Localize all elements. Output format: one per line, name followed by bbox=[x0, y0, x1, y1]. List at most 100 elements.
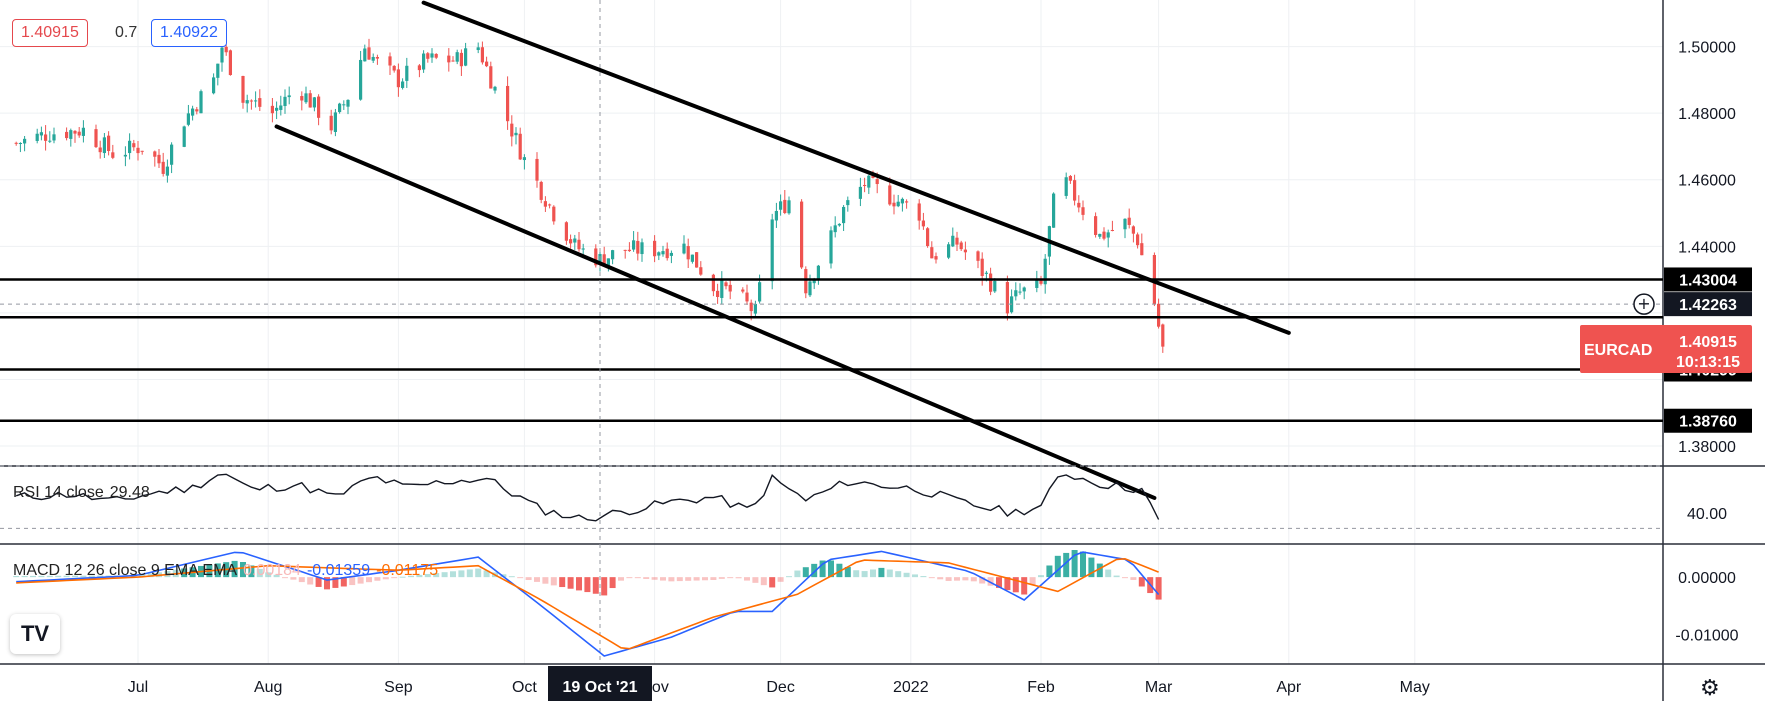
candle bbox=[1161, 324, 1165, 347]
tradingview-logo[interactable]: TV bbox=[10, 614, 60, 654]
sell-price-button[interactable]: 1.40915 bbox=[12, 19, 88, 47]
add-alert-icon bbox=[1633, 293, 1655, 315]
candle bbox=[170, 144, 174, 165]
macd-histogram-bar bbox=[651, 577, 658, 580]
candle bbox=[451, 60, 455, 62]
candle bbox=[77, 131, 81, 136]
macd-histogram-bar bbox=[38, 575, 45, 578]
macd-histogram-bar bbox=[836, 563, 843, 578]
time-tick-label: Aug bbox=[254, 679, 282, 696]
macd-histogram-bar bbox=[903, 572, 910, 578]
macd-histogram-bar bbox=[626, 577, 633, 579]
time-tick-label: Jul bbox=[128, 679, 148, 696]
macd-histogram-bar bbox=[508, 576, 515, 578]
candle bbox=[951, 235, 955, 247]
candle bbox=[1052, 193, 1056, 228]
candle bbox=[1140, 243, 1144, 256]
candle bbox=[1035, 279, 1039, 288]
candle bbox=[581, 248, 585, 250]
macd-histogram-bar bbox=[693, 577, 700, 581]
candle bbox=[1098, 233, 1102, 237]
candle bbox=[153, 151, 157, 157]
macd-legend[interactable]: MACD 12 26 close 9 EMA EMA 0.00184 -0.0135… bbox=[13, 562, 438, 580]
candle bbox=[926, 228, 930, 247]
candle bbox=[69, 130, 73, 139]
macd-histogram-bar bbox=[634, 577, 641, 579]
candle bbox=[1123, 218, 1127, 230]
macd-histogram-bar bbox=[1105, 569, 1112, 578]
macd-histogram-bar bbox=[559, 577, 566, 588]
candle bbox=[128, 140, 132, 154]
level-label: 1.38760 bbox=[1679, 414, 1737, 431]
time-cursor-label: 19 Oct '21 bbox=[563, 679, 638, 696]
price-tick-label: 1.48000 bbox=[1678, 106, 1736, 123]
candle bbox=[165, 166, 169, 176]
candle bbox=[476, 47, 480, 51]
candle bbox=[627, 249, 631, 252]
candle bbox=[564, 222, 568, 241]
candle bbox=[1102, 231, 1106, 239]
candle bbox=[346, 99, 350, 107]
buy-price-button[interactable]: 1.40922 bbox=[151, 19, 227, 47]
candle bbox=[783, 199, 787, 213]
candle bbox=[636, 240, 640, 254]
candle bbox=[984, 272, 988, 274]
candle bbox=[329, 115, 333, 131]
candle bbox=[510, 123, 514, 137]
time-tick-label: May bbox=[1400, 679, 1430, 696]
macd-histogram-bar bbox=[643, 577, 650, 579]
time-tick-label: Sep bbox=[384, 679, 413, 696]
macd-histogram-bar bbox=[668, 577, 675, 582]
candle bbox=[896, 201, 900, 207]
candle bbox=[270, 105, 274, 114]
candle bbox=[1064, 177, 1068, 196]
candle bbox=[548, 204, 552, 206]
candle bbox=[808, 281, 812, 296]
macd-histogram-bar bbox=[1046, 565, 1053, 578]
macd-histogram-bar bbox=[382, 577, 389, 580]
macd-histogram-bar bbox=[483, 570, 490, 578]
macd-histogram-bar bbox=[802, 567, 809, 578]
macd-histogram-bar bbox=[315, 577, 322, 587]
candle bbox=[338, 103, 342, 113]
candle bbox=[1106, 232, 1110, 238]
spread-value: 0.7 bbox=[115, 24, 138, 41]
price-tick-label: 1.50000 bbox=[1678, 40, 1736, 57]
macd-histogram-bar bbox=[1122, 577, 1128, 579]
candle bbox=[39, 132, 43, 136]
macd-histogram-bar bbox=[676, 577, 683, 582]
time-tick-label: Dec bbox=[766, 679, 794, 696]
candle bbox=[921, 220, 925, 227]
rsi-legend[interactable]: RSI 14 close 29.48 bbox=[13, 484, 150, 502]
last-price-tag bbox=[1580, 325, 1752, 374]
macd-histogram-bar bbox=[861, 571, 868, 578]
candle bbox=[863, 185, 867, 187]
candle bbox=[816, 265, 820, 279]
grid bbox=[0, 0, 1663, 664]
macd-histogram-bar bbox=[786, 576, 792, 578]
candle bbox=[930, 247, 934, 259]
macd-histogram-bar bbox=[912, 574, 918, 578]
macd-histogram-bar bbox=[727, 577, 734, 579]
macd-histogram-bar bbox=[1071, 550, 1078, 578]
candle bbox=[308, 93, 312, 108]
macd-histogram-bar bbox=[1130, 577, 1137, 580]
candle bbox=[682, 243, 686, 254]
candle bbox=[464, 48, 468, 66]
macd-histogram-bar bbox=[391, 577, 398, 579]
candle bbox=[459, 52, 463, 67]
macd-histogram-bar bbox=[399, 576, 406, 578]
candle bbox=[489, 66, 493, 89]
macd-histogram-bar bbox=[475, 568, 482, 578]
macd-histogram-bar bbox=[408, 575, 414, 578]
macd-histogram-bar bbox=[1054, 555, 1061, 578]
candle bbox=[35, 133, 39, 141]
gear-icon[interactable]: ⚙ bbox=[1700, 675, 1720, 700]
trend-line bbox=[421, 0, 1291, 335]
macd-histogram-bar bbox=[1021, 577, 1028, 595]
macd-histogram-bar bbox=[1155, 577, 1162, 600]
candle bbox=[606, 258, 610, 267]
price-tick-label: 1.38000 bbox=[1678, 439, 1736, 456]
candle bbox=[258, 98, 262, 107]
